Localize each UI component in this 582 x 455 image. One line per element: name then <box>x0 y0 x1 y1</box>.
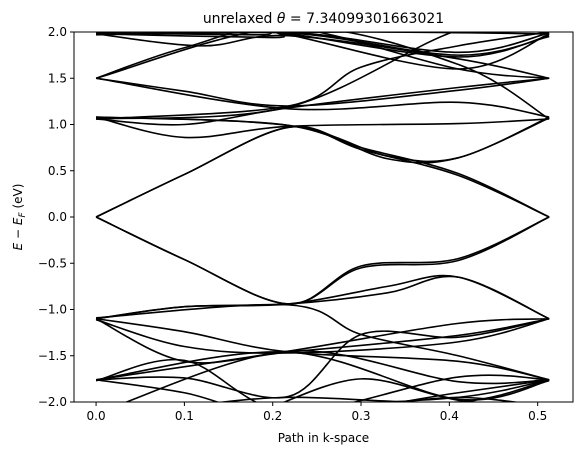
y-tick-label: −1.5 <box>38 349 67 363</box>
x-axis-label: Path in k-space <box>278 431 369 445</box>
band-lines <box>95 32 550 402</box>
x-tick-label: 0.2 <box>263 409 282 423</box>
x-tick-label: 0.1 <box>175 409 194 423</box>
band-line-29 <box>95 379 550 402</box>
plot-frame <box>73 31 574 403</box>
y-tick-label: 1.5 <box>48 71 67 85</box>
band-line-4 <box>95 216 550 305</box>
band-line-30 <box>95 350 550 401</box>
band-line-8 <box>96 77 550 126</box>
y-tick-label: −1.0 <box>38 303 67 317</box>
band-line-26 <box>95 317 550 354</box>
x-tick-label: 0.5 <box>528 409 547 423</box>
y-tick-label: 0.0 <box>48 210 67 224</box>
band-line-27 <box>95 317 550 381</box>
band-line-31 <box>95 358 550 402</box>
band-line-1 <box>95 125 550 218</box>
band-line-12 <box>95 32 550 120</box>
band-line-17 <box>96 32 550 54</box>
band-line-2 <box>95 125 550 218</box>
band-line-24 <box>95 317 550 364</box>
band-line-13 <box>96 32 456 120</box>
axis-ticks: 0.0 0.1 0.2 0.3 0.4 0.5 −2.0 −1.5 −1.0 −0.5 0.0 0.5… <box>38 25 547 423</box>
y-tick-label: −2.0 <box>38 395 67 409</box>
band-line-32 <box>124 349 550 402</box>
chart-title: unrelaxed θ = 7.34099301663021 <box>203 11 444 27</box>
x-tick-label: 0.4 <box>440 409 459 423</box>
band-line-34 <box>374 379 550 402</box>
y-tick-label: 2.0 <box>48 25 67 39</box>
band-line-36 <box>282 378 482 402</box>
y-axis-label: E − EF (eV) <box>11 184 28 251</box>
band-line-28 <box>96 317 550 399</box>
band-line-18 <box>96 32 550 70</box>
band-line-19 <box>96 32 550 58</box>
y-tick-label: 0.5 <box>48 164 67 178</box>
band-line-25 <box>96 303 550 381</box>
band-line-10 <box>95 77 550 118</box>
y-tick-label: 1.0 <box>48 118 67 132</box>
band-line-33 <box>216 379 550 402</box>
y-tick-label: −0.5 <box>38 256 67 270</box>
band-line-14 <box>96 32 550 120</box>
band-line-11 <box>95 32 550 80</box>
band-line-22 <box>95 274 550 320</box>
band-line-6 <box>96 116 550 164</box>
x-tick-label: 0.3 <box>351 409 370 423</box>
band-line-35 <box>392 396 521 402</box>
x-tick-label: 0.0 <box>87 409 106 423</box>
band-line-5 <box>96 116 550 163</box>
band-line-7 <box>95 116 550 139</box>
